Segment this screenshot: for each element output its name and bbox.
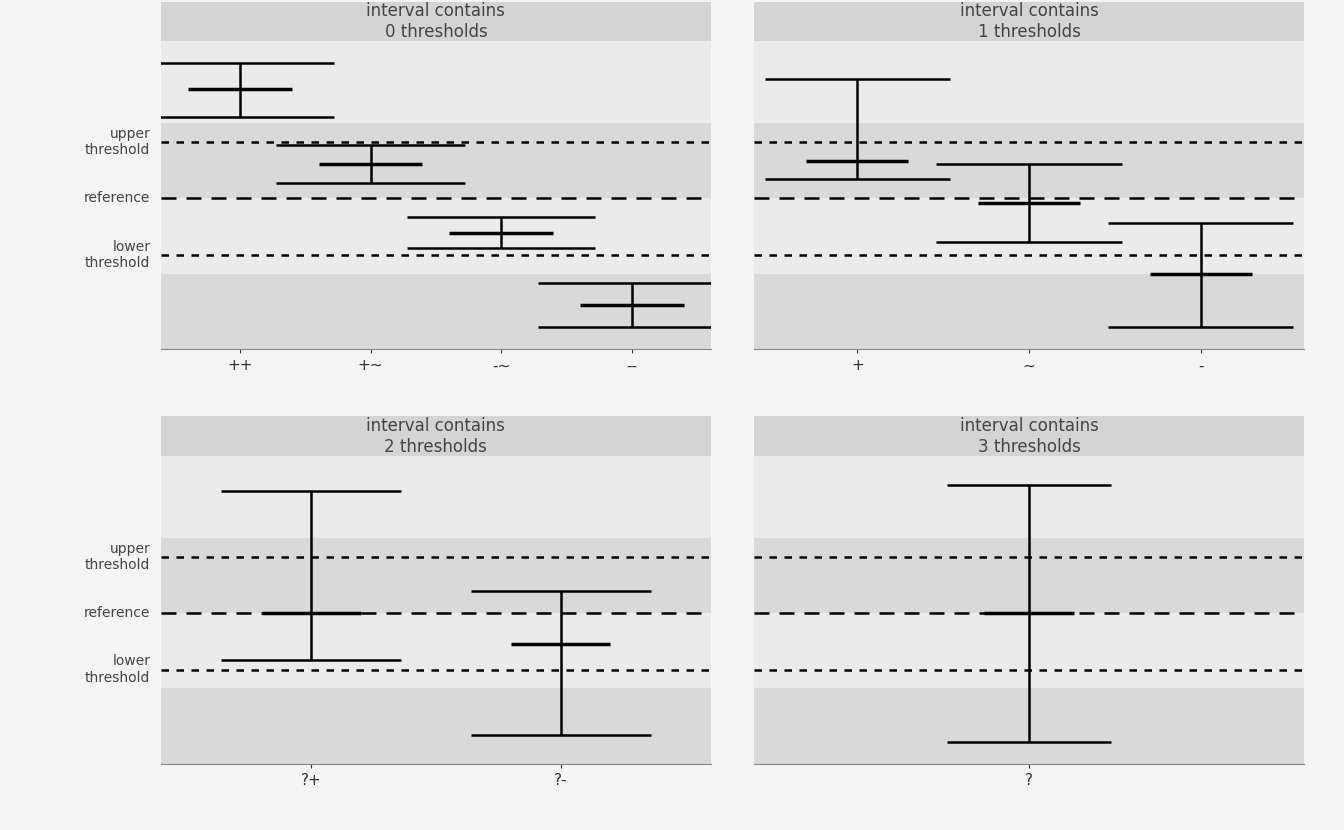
Bar	[161, 198, 711, 274]
Bar	[754, 198, 1304, 274]
Text: lower
threshold: lower threshold	[85, 654, 151, 685]
Bar	[161, 42, 711, 123]
Text: interval contains
0 thresholds: interval contains 0 thresholds	[367, 2, 505, 41]
Bar	[161, 688, 711, 764]
Bar	[161, 457, 711, 538]
FancyBboxPatch shape	[161, 2, 711, 42]
Text: interval contains
2 thresholds: interval contains 2 thresholds	[367, 417, 505, 456]
FancyBboxPatch shape	[754, 417, 1304, 457]
Bar	[754, 613, 1304, 688]
Bar	[754, 274, 1304, 349]
Text: upper
threshold: upper threshold	[85, 541, 151, 572]
Text: interval contains
1 thresholds: interval contains 1 thresholds	[960, 2, 1098, 41]
Text: upper
threshold: upper threshold	[85, 127, 151, 157]
Bar	[161, 274, 711, 349]
FancyBboxPatch shape	[754, 2, 1304, 42]
Bar	[754, 123, 1304, 198]
Bar	[161, 123, 711, 198]
Bar	[754, 538, 1304, 613]
Bar	[754, 688, 1304, 764]
Text: reference: reference	[83, 191, 151, 205]
Bar	[161, 538, 711, 613]
Bar	[754, 457, 1304, 538]
Bar	[754, 42, 1304, 123]
Text: lower
threshold: lower threshold	[85, 240, 151, 270]
FancyBboxPatch shape	[161, 417, 711, 457]
Text: interval contains
3 thresholds: interval contains 3 thresholds	[960, 417, 1098, 456]
Text: reference: reference	[83, 606, 151, 620]
Bar	[161, 613, 711, 688]
